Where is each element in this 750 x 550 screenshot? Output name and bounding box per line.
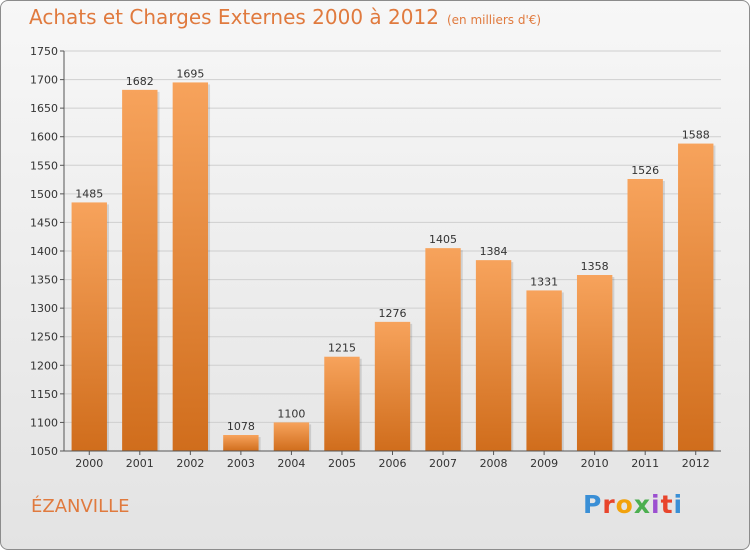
bar bbox=[576, 275, 613, 451]
logo-letter: i bbox=[651, 490, 661, 519]
x-tick-label: 2004 bbox=[277, 457, 305, 470]
logo-letter: r bbox=[602, 490, 616, 519]
bar bbox=[172, 82, 209, 451]
bar-value-label: 1100 bbox=[277, 407, 305, 420]
x-tick-label: 2009 bbox=[530, 457, 558, 470]
bar bbox=[122, 89, 158, 451]
bar bbox=[425, 248, 461, 451]
bar-value-label: 1276 bbox=[379, 307, 407, 320]
bar-value-label: 1526 bbox=[631, 164, 659, 177]
logo-letter: x bbox=[633, 490, 651, 519]
logo-letter: o bbox=[615, 490, 634, 519]
bar bbox=[678, 143, 714, 452]
bar-value-label: 1682 bbox=[126, 75, 154, 88]
x-tick-label: 2005 bbox=[328, 457, 356, 470]
y-tick-label: 1600 bbox=[30, 131, 58, 144]
x-tick-label: 2007 bbox=[429, 457, 457, 470]
bars: 1485 1682 1695 1078 1100 1215 1276 1405 1384 1331… bbox=[71, 67, 716, 452]
x-tick-label: 2002 bbox=[176, 457, 204, 470]
x-tick-label: 2008 bbox=[480, 457, 508, 470]
bar-value-label: 1358 bbox=[581, 260, 609, 273]
y-tick-label: 1700 bbox=[30, 74, 58, 87]
proxiti-logo[interactable]: Proxiti bbox=[583, 490, 683, 519]
logo-letter: P bbox=[583, 490, 603, 519]
x-tick-label: 2010 bbox=[581, 457, 609, 470]
y-tick-label: 1300 bbox=[30, 302, 58, 315]
y-tick-label: 1100 bbox=[30, 416, 58, 429]
chart-unit: (en milliers d'€) bbox=[446, 13, 542, 27]
bar bbox=[324, 356, 360, 451]
bar-value-label: 1078 bbox=[227, 420, 255, 433]
bar-value-label: 1588 bbox=[682, 129, 710, 142]
bar-value-label: 1384 bbox=[480, 245, 508, 258]
bar-value-label: 1695 bbox=[176, 67, 204, 80]
chart-title: Achats et Charges Externes 2000 à 2012 (e… bbox=[29, 5, 541, 29]
axes: 1050 1100 1150 1200 1250 1300 1350 1400 1450 1500… bbox=[30, 45, 721, 470]
y-tick-label: 1400 bbox=[30, 245, 58, 258]
y-tick-label: 1150 bbox=[30, 388, 58, 401]
bar-value-label: 1331 bbox=[530, 275, 558, 288]
bar bbox=[627, 179, 663, 451]
y-tick-label: 1200 bbox=[30, 359, 58, 372]
bar bbox=[526, 290, 562, 451]
y-tick-label: 1450 bbox=[30, 216, 58, 229]
bar bbox=[223, 435, 259, 451]
logo-letter: i bbox=[673, 490, 684, 519]
y-tick-label: 1550 bbox=[30, 159, 58, 172]
x-tick-label: 2001 bbox=[126, 457, 154, 470]
x-tick-label: 2011 bbox=[631, 457, 659, 470]
x-tick-label: 2006 bbox=[379, 457, 407, 470]
x-tick-label: 2000 bbox=[75, 457, 103, 470]
y-tick-label: 1250 bbox=[30, 331, 58, 344]
chart-title-text: Achats et Charges Externes 2000 à 2012 bbox=[29, 5, 439, 29]
bar-value-label: 1405 bbox=[429, 233, 457, 246]
bar-value-label: 1485 bbox=[75, 187, 103, 200]
y-tick-label: 1650 bbox=[30, 102, 58, 115]
x-tick-label: 2003 bbox=[227, 457, 255, 470]
y-tick-label: 1050 bbox=[30, 445, 58, 458]
y-tick-label: 1500 bbox=[30, 188, 58, 201]
x-tick-label: 2012 bbox=[682, 457, 710, 470]
bar bbox=[374, 321, 411, 451]
logo-letter: t bbox=[660, 490, 674, 519]
bar-value-label: 1215 bbox=[328, 342, 356, 355]
y-tick-label: 1750 bbox=[30, 45, 58, 58]
bar bbox=[71, 202, 107, 451]
bar bbox=[475, 260, 512, 451]
y-tick-label: 1350 bbox=[30, 274, 58, 287]
city-name: ÉZANVILLE bbox=[31, 496, 130, 517]
bar bbox=[273, 422, 310, 451]
